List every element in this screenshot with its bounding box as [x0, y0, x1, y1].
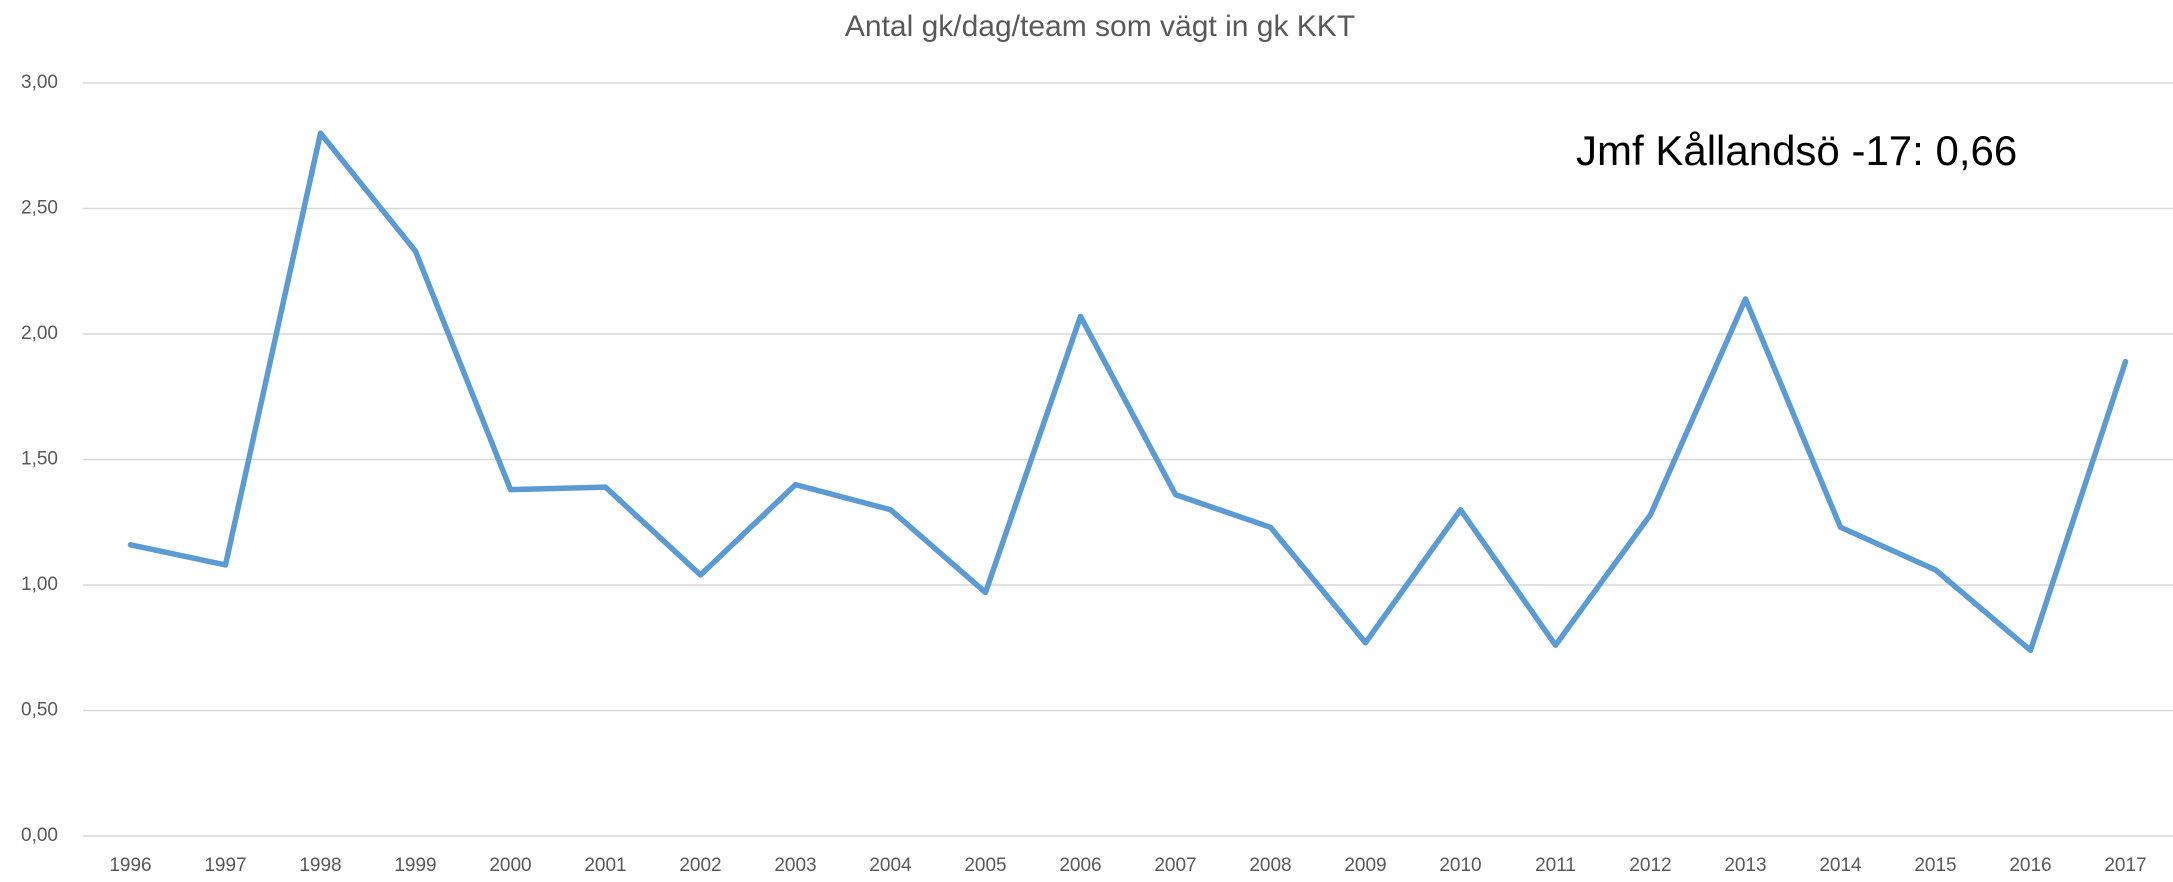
x-tick-label: 2012: [1629, 855, 1671, 876]
x-tick-label: 2004: [869, 855, 912, 876]
y-tick-label: 2,00: [21, 323, 58, 344]
y-tick-label: 0,50: [21, 700, 58, 721]
x-tick-label: 2001: [584, 855, 626, 876]
x-tick-label: 2000: [489, 855, 531, 876]
y-tick-label: 1,50: [21, 449, 58, 470]
x-tick-label: 2002: [679, 855, 721, 876]
x-tick-label: 2013: [1724, 855, 1766, 876]
chart-title: Antal gk/dag/team som vägt in gk KKT: [845, 10, 1355, 43]
x-tick-label: 2006: [1059, 855, 1101, 876]
x-tick-label: 2003: [774, 855, 816, 876]
x-tick-label: 2014: [1819, 855, 1862, 876]
x-tick-label: 1996: [109, 855, 151, 876]
x-tick-label: 2011: [1535, 855, 1576, 876]
line-series: [127, 130, 2129, 654]
x-tick-label: 1998: [299, 855, 341, 876]
y-tick-label: 1,00: [21, 574, 58, 595]
x-tick-label: 2007: [1154, 855, 1196, 876]
annotation: Jmf Kållandsö -17: 0,66: [1576, 127, 2017, 174]
x-tick-label: 1997: [204, 855, 246, 876]
x-tick-label: 2008: [1249, 855, 1291, 876]
x-tick-label: 2009: [1344, 855, 1386, 876]
x-tick-label: 2005: [964, 855, 1006, 876]
x-tick-label: 1999: [394, 855, 436, 876]
x-tick-label: 2015: [1914, 855, 1956, 876]
x-tick-label: 2010: [1439, 855, 1481, 876]
x-tick-label: 2016: [2009, 855, 2051, 876]
y-tick-label: 3,00: [21, 72, 58, 93]
y-tick-label: 2,50: [21, 198, 58, 219]
x-tick-label: 2017: [2104, 855, 2146, 876]
y-tick-label: 0,00: [21, 825, 58, 846]
